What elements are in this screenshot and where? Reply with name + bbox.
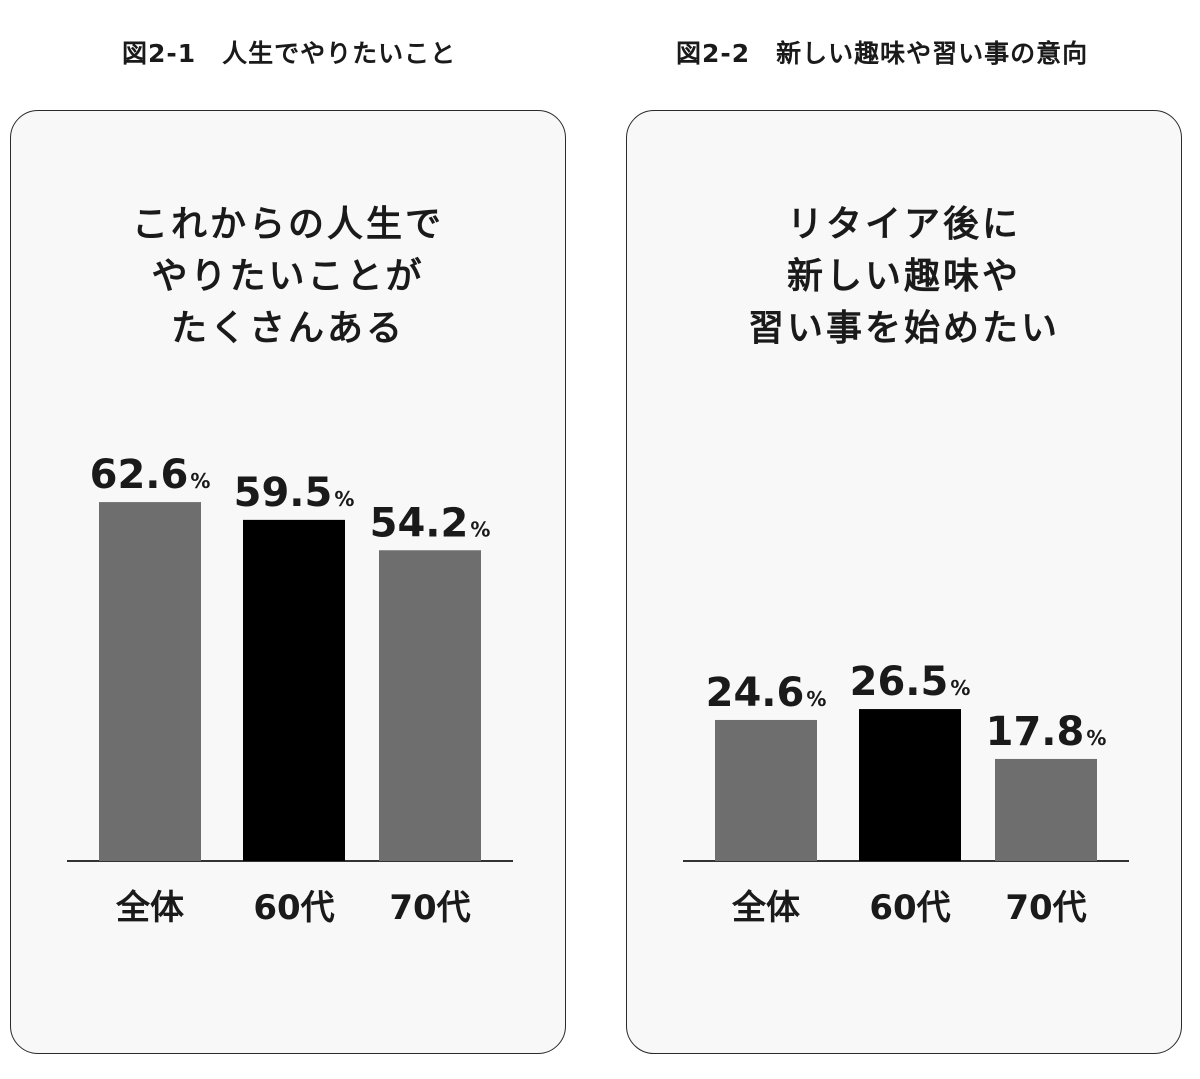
- category-tick-label: 70代: [389, 888, 470, 928]
- chart-1-plot: 62.6 % 全体 59.5 % 60代 54.2 % 70代: [67, 452, 513, 928]
- chart-1-caption-line: やりたいことが: [151, 256, 425, 297]
- figure-2-title: 図2-2 新しい趣味や習い事の意向: [676, 39, 1089, 68]
- chart-2-plot: 24.6 % 全体 26.5 % 60代 17.8 % 70代: [683, 659, 1129, 928]
- category-tick-label: 60代: [253, 888, 334, 928]
- bar: [859, 709, 961, 861]
- category-tick-label: 全体: [115, 888, 184, 928]
- bar: [715, 719, 817, 861]
- chart-1-caption: これからの人生で やりたいことが たくさんある: [11, 199, 565, 355]
- data-label: 59.5%: [234, 470, 355, 516]
- chart-2-caption-line: 新しい趣味や: [786, 256, 1021, 297]
- bar: [99, 502, 201, 861]
- bar: [379, 550, 481, 861]
- data-label: 24.6%: [706, 670, 827, 716]
- chart-2-caption: リタイア後に 新しい趣味や 習い事を始めたい: [627, 199, 1181, 355]
- chart-2-caption-line: 習い事を始めたい: [747, 308, 1060, 349]
- figure-1-title: 図2-1 人生でやりたいこと: [122, 39, 457, 68]
- chart-panel-2: リタイア後に 新しい趣味や 習い事を始めたい 24.6% 全体 26.5% 60代 17…: [626, 110, 1182, 1054]
- chart-1-caption-line: たくさんある: [170, 308, 405, 349]
- data-label: 17.8%: [986, 709, 1107, 755]
- category-tick-label: 60代: [869, 888, 950, 928]
- data-label: 54.2%: [370, 500, 491, 546]
- category-tick-label: 全体: [731, 888, 800, 928]
- chart-2-caption-line: リタイア後に: [786, 204, 1021, 245]
- data-label: 62.6%: [90, 452, 211, 498]
- bar: [995, 758, 1097, 861]
- category-tick-label: 70代: [1005, 888, 1086, 928]
- chart-1-caption-line: これからの人生で: [131, 204, 444, 245]
- chart-panel-1: これからの人生で やりたいことが たくさんある 62.6% 全体 59.5% 60代 5…: [10, 110, 566, 1054]
- data-label: 26.5%: [850, 659, 971, 705]
- bar: [243, 519, 345, 861]
